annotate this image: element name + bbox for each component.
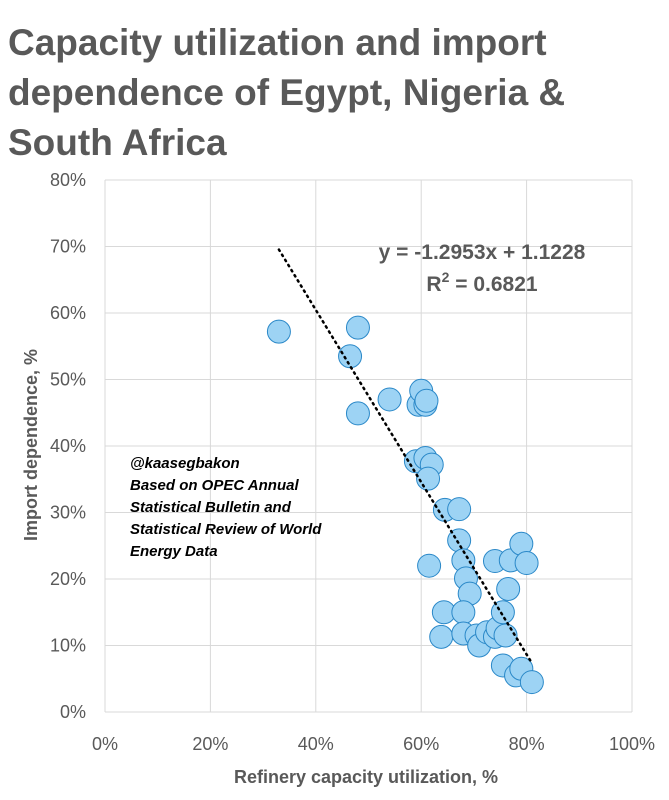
y-tick-label: 0% xyxy=(60,702,86,722)
annotation-line: Based on OPEC Annual xyxy=(130,477,299,494)
y-tick-label: 50% xyxy=(50,370,86,390)
data-point xyxy=(514,551,539,576)
x-tick-label: 40% xyxy=(298,734,334,754)
annotation-line: Energy Data xyxy=(130,543,218,560)
data-point xyxy=(429,624,454,649)
data-point xyxy=(451,600,476,625)
data-point xyxy=(345,315,370,340)
data-point xyxy=(417,553,442,578)
chart-title: Capacity utilization and import dependen… xyxy=(8,22,566,163)
data-point xyxy=(493,623,518,648)
r2-superscript: 2 xyxy=(442,269,450,285)
y-tick-label: 80% xyxy=(50,170,86,190)
r2-value: = 0.6821 xyxy=(449,273,537,296)
gridlines xyxy=(104,179,633,713)
annotation-line: @kaasegbakon xyxy=(130,455,240,472)
source-annotation: @kaasegbakon Based on OPEC Annual Statis… xyxy=(130,455,322,560)
y-tick-label: 70% xyxy=(50,237,86,257)
data-point xyxy=(266,319,291,344)
annotation-line: Statistical Bulletin and xyxy=(130,499,292,516)
data-points xyxy=(266,315,544,695)
y-tick-label: 40% xyxy=(50,436,86,456)
trendline-equation: y = -1.2953x + 1.1228 xyxy=(379,241,586,264)
x-tick-label: 100% xyxy=(609,734,655,754)
y-tick-label: 30% xyxy=(50,503,86,523)
y-tick-label: 20% xyxy=(50,569,86,589)
x-tick-label: 60% xyxy=(403,734,439,754)
data-point xyxy=(416,466,441,491)
data-point xyxy=(377,387,402,412)
r2-symbol: R xyxy=(426,273,441,296)
y-tick-labels: 0% 10% 20% 30% 40% 50% 60% 70% 80% xyxy=(50,170,86,722)
y-tick-label: 60% xyxy=(50,303,86,323)
data-point xyxy=(338,344,363,369)
trendline xyxy=(277,248,534,665)
data-point xyxy=(414,388,439,413)
annotation-line: Statistical Review of World xyxy=(130,521,322,538)
data-point xyxy=(496,576,521,601)
data-point xyxy=(345,401,370,426)
data-point xyxy=(447,497,472,522)
data-point xyxy=(519,670,544,695)
y-axis-label: Import dependence, % xyxy=(21,349,41,541)
y-tick-label: 10% xyxy=(50,636,86,656)
r-squared-label: R2 = 0.6821 xyxy=(426,269,537,296)
data-point xyxy=(490,600,515,625)
x-tick-label: 20% xyxy=(192,734,228,754)
x-tick-label: 0% xyxy=(92,734,118,754)
x-tick-labels: 0% 20% 40% 60% 80% 100% xyxy=(92,734,655,754)
x-tick-label: 80% xyxy=(509,734,545,754)
x-axis-label: Refinery capacity utilization, % xyxy=(234,767,498,787)
